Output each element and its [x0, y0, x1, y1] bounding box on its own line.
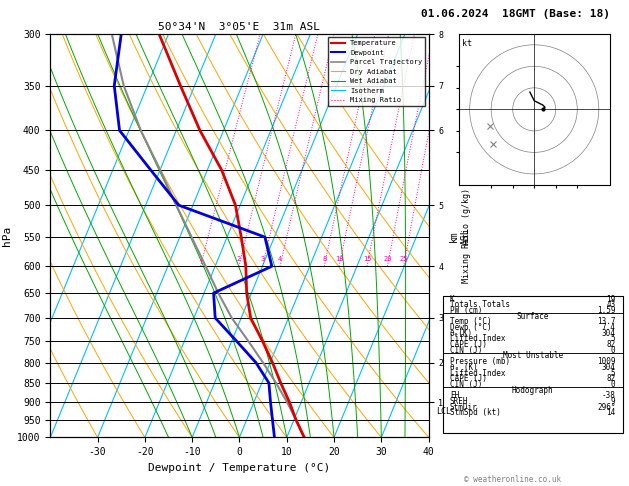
Bar [443, 387, 623, 433]
Text: 9: 9 [611, 397, 616, 406]
Text: SREH: SREH [450, 397, 468, 406]
Y-axis label: km
ASL: km ASL [449, 227, 470, 244]
Text: 1.59: 1.59 [597, 306, 616, 315]
Title: 50°34'N  3°05'E  31m ASL: 50°34'N 3°05'E 31m ASL [159, 22, 320, 32]
Text: StmDir: StmDir [450, 402, 477, 412]
Text: 10: 10 [335, 256, 343, 262]
Text: 82: 82 [606, 340, 616, 349]
Text: Pressure (mb): Pressure (mb) [450, 357, 510, 366]
Text: Temp (°C): Temp (°C) [450, 317, 491, 327]
Text: 13.7: 13.7 [597, 317, 616, 327]
Text: 15: 15 [363, 256, 371, 262]
Text: CIN (J): CIN (J) [450, 346, 482, 355]
Text: 5: 5 [611, 368, 616, 378]
Text: Hodograph: Hodograph [512, 385, 554, 395]
Text: Surface: Surface [516, 312, 549, 321]
Text: 3: 3 [260, 256, 265, 262]
Bar [443, 353, 623, 387]
Text: 0: 0 [611, 346, 616, 355]
Text: 20: 20 [383, 256, 392, 262]
Text: -38: -38 [601, 391, 616, 400]
Text: 304: 304 [601, 363, 616, 372]
Text: Mixing Ratio (g/kg): Mixing Ratio (g/kg) [462, 188, 471, 283]
Text: PW (cm): PW (cm) [450, 306, 482, 315]
Text: θₑ(K): θₑ(K) [450, 329, 473, 338]
Text: K: K [450, 295, 454, 304]
Text: Lifted Index: Lifted Index [450, 334, 505, 344]
Text: EH: EH [450, 391, 459, 400]
Text: 0: 0 [611, 380, 616, 389]
Text: 304: 304 [601, 329, 616, 338]
Text: 19: 19 [606, 295, 616, 304]
Text: 4: 4 [278, 256, 282, 262]
Text: Dewp (°C): Dewp (°C) [450, 323, 491, 332]
Bar [443, 296, 623, 313]
Text: 1009: 1009 [597, 357, 616, 366]
Text: 1: 1 [199, 256, 203, 262]
Text: Totals Totals: Totals Totals [450, 300, 510, 310]
Y-axis label: hPa: hPa [1, 226, 11, 246]
Text: 82: 82 [606, 374, 616, 383]
Text: 2: 2 [237, 256, 241, 262]
Text: kt: kt [462, 38, 472, 48]
Text: 296°: 296° [597, 402, 616, 412]
Text: CAPE (J): CAPE (J) [450, 340, 487, 349]
Text: θₑ (K): θₑ (K) [450, 363, 477, 372]
Text: StmSpd (kt): StmSpd (kt) [450, 408, 501, 417]
Bar [443, 313, 623, 353]
Text: 25: 25 [399, 256, 408, 262]
Text: Lifted Index: Lifted Index [450, 368, 505, 378]
Text: © weatheronline.co.uk: © weatheronline.co.uk [464, 475, 561, 484]
Text: Most Unstable: Most Unstable [503, 351, 563, 361]
Text: 14: 14 [606, 408, 616, 417]
Text: 7.4: 7.4 [601, 323, 616, 332]
Text: CAPE (J): CAPE (J) [450, 374, 487, 383]
Text: 5: 5 [611, 334, 616, 344]
Text: CIN (J): CIN (J) [450, 380, 482, 389]
X-axis label: Dewpoint / Temperature (°C): Dewpoint / Temperature (°C) [148, 463, 331, 473]
Text: 01.06.2024  18GMT (Base: 18): 01.06.2024 18GMT (Base: 18) [421, 9, 610, 19]
Text: 8: 8 [322, 256, 326, 262]
Legend: Temperature, Dewpoint, Parcel Trajectory, Dry Adiabat, Wet Adiabat, Isotherm, Mi: Temperature, Dewpoint, Parcel Trajectory… [328, 37, 425, 106]
Text: 43: 43 [606, 300, 616, 310]
Text: LCL: LCL [436, 407, 451, 416]
